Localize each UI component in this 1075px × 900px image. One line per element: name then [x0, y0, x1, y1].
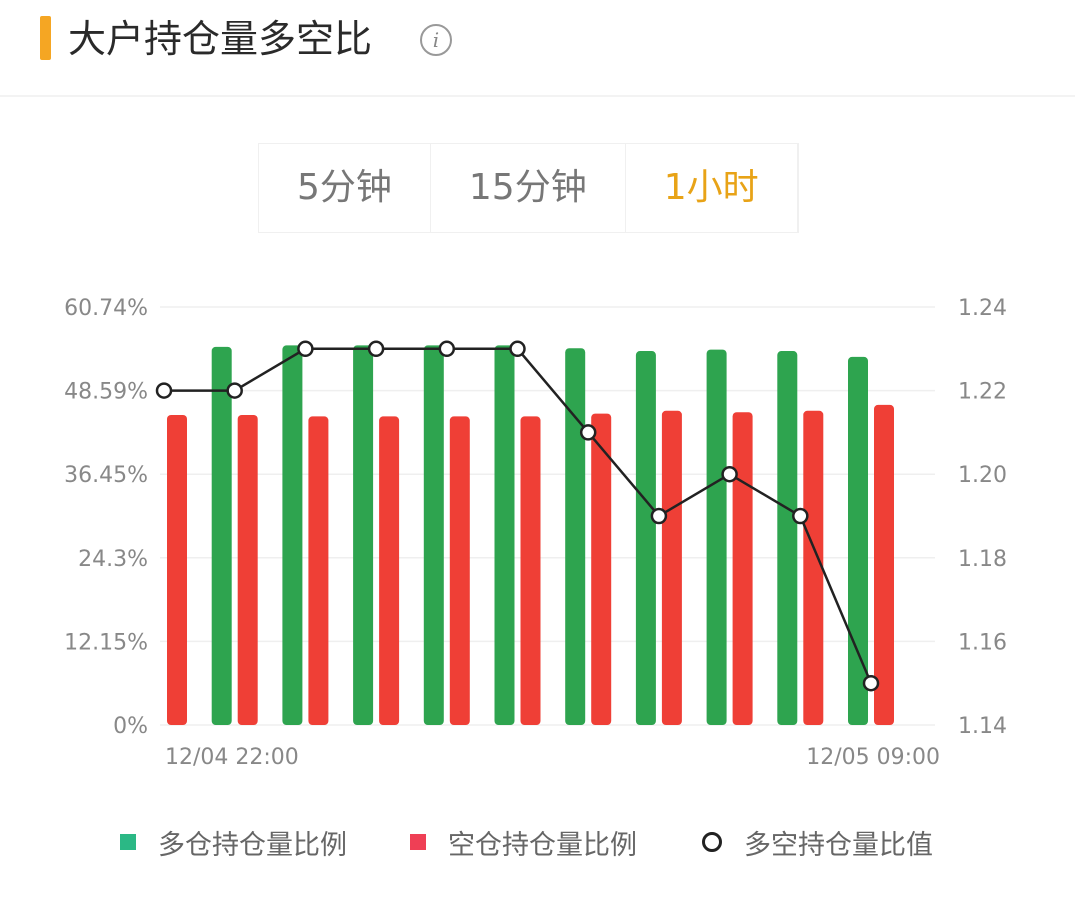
long-bar [353, 345, 374, 725]
ratio-point [297, 340, 314, 358]
legend-ratio-label: 多空持仓量比值 [744, 829, 933, 861]
short-bar [308, 416, 329, 725]
right-axis-tick: 1.14 [958, 714, 1007, 739]
tab-15min[interactable]: 15分钟 [431, 144, 626, 232]
short-bar [237, 414, 258, 725]
legend-short[interactable]: 空仓持仓量比例 [410, 820, 637, 864]
right-axis-tick: 1.20 [958, 463, 1007, 488]
long-bar [211, 346, 232, 725]
long-bar [565, 348, 586, 725]
legend-ratio-marker [702, 832, 722, 852]
ratio-point [438, 340, 456, 358]
legend-short-swatch [410, 834, 426, 850]
tab-5min[interactable]: 5分钟 [259, 144, 431, 232]
short-bar [449, 416, 470, 725]
short-bar [803, 410, 824, 725]
x-axis-tick: 12/04 22:00 [165, 745, 299, 770]
ratio-point [792, 507, 809, 525]
title-accent-bar [40, 16, 51, 60]
ratio-point [509, 340, 526, 358]
short-bar [661, 410, 682, 725]
left-axis-tick: 60.74% [64, 296, 148, 321]
x-axis-tick: 12/05 09:00 [806, 745, 940, 770]
long-bar [423, 345, 444, 725]
long-bar [777, 351, 798, 725]
ratio-point [579, 424, 597, 441]
long-bar [635, 351, 656, 725]
ratio-point [367, 340, 385, 358]
ratio-point [226, 382, 243, 399]
legend: 多仓持仓量比例 空仓持仓量比例 多空持仓量比值 [0, 820, 1075, 864]
page-title: 大户持仓量多空比 [68, 17, 373, 61]
info-icon[interactable]: i [420, 24, 452, 56]
right-axis-tick: 1.18 [958, 547, 1007, 572]
header: 大户持仓量多空比 i [0, 0, 1075, 97]
legend-long-swatch [120, 834, 136, 850]
short-bar [167, 414, 187, 725]
long-bar [706, 349, 727, 725]
long-bar [848, 356, 868, 725]
legend-short-label: 空仓持仓量比例 [448, 829, 637, 861]
left-axis-tick: 36.45% [64, 463, 148, 488]
left-axis-tick: 24.3% [78, 547, 148, 572]
ratio-point [650, 507, 668, 525]
legend-long[interactable]: 多仓持仓量比例 [120, 820, 347, 864]
ratio-point [155, 382, 173, 399]
interval-tabs: 5分钟 15分钟 1小时 [258, 143, 799, 233]
left-axis-tick: 12.15% [64, 630, 148, 655]
right-axis-tick: 1.22 [958, 380, 1007, 405]
tab-1hour[interactable]: 1小时 [626, 144, 798, 232]
short-bar [379, 416, 400, 725]
short-bar [874, 404, 894, 725]
legend-long-label: 多仓持仓量比例 [158, 829, 347, 861]
long-bar [494, 345, 515, 725]
short-bar [732, 412, 753, 725]
left-axis-tick: 0% [113, 714, 148, 739]
ratio-line [164, 347, 873, 684]
chart: 0% 1.14 12.15% 1.16 24.3% 1.18 36.45% 1.20 48.59… [64, 296, 1007, 770]
long-bar [282, 345, 303, 725]
short-bar [520, 416, 541, 725]
right-axis-tick: 1.24 [958, 296, 1007, 321]
right-axis-tick: 1.16 [958, 630, 1007, 655]
legend-ratio[interactable]: 多空持仓量比值 [702, 820, 933, 864]
short-bar [591, 413, 612, 725]
ratio-point [862, 674, 880, 692]
ratio-point [721, 465, 738, 483]
left-axis-tick: 48.59% [64, 380, 148, 405]
